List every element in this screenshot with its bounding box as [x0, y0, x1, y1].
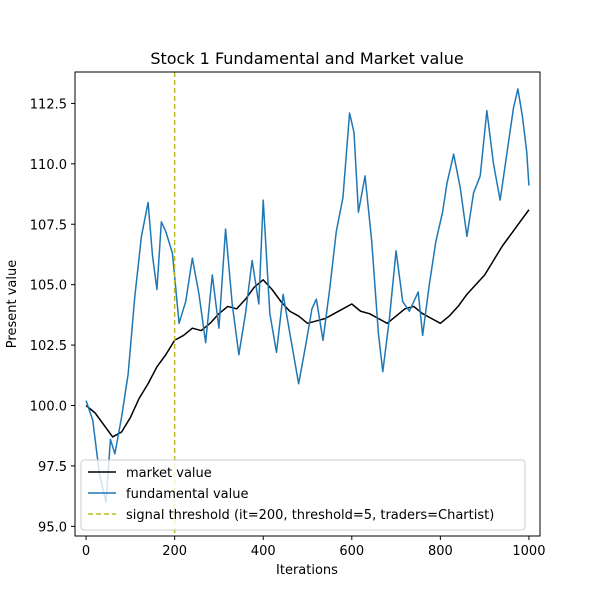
chart-title: Stock 1 Fundamental and Market value	[150, 49, 463, 68]
y-axis-label: Present value	[5, 260, 20, 348]
plot-area	[85, 72, 530, 536]
series-line-market-value	[85, 209, 530, 438]
x-tick-label: 400	[251, 544, 276, 559]
y-tick-label: 105.0	[30, 279, 67, 294]
legend-label-signal-threshold: signal threshold (it=200, threshold=5, t…	[126, 508, 494, 523]
x-axis-label: Iterations	[276, 563, 338, 578]
series-line-fundamental-value	[85, 88, 530, 503]
legend-box	[80, 459, 526, 531]
x-tick-label: 600	[339, 544, 364, 559]
y-tick-label: 102.5	[30, 339, 67, 354]
legend-label-fundamental-value: fundamental value	[126, 487, 249, 502]
x-axis: 0 200 400 600 800 1000	[82, 536, 545, 559]
y-tick-label: 95.0	[38, 520, 67, 535]
x-tick-label: 1000	[512, 544, 545, 559]
series-layer	[85, 72, 530, 536]
y-tick-label: 110.0	[30, 158, 67, 173]
plot-frame	[74, 71, 541, 537]
y-tick-label: 97.5	[38, 460, 67, 475]
legend: market value fundamental value signal th…	[80, 459, 526, 531]
x-tick-label: 0	[82, 544, 90, 559]
x-tick-label: 800	[428, 544, 453, 559]
y-axis: 95.0 97.5 100.0 102.5 105.0 107.5 110.0 112.5	[30, 97, 75, 535]
y-tick-label: 107.5	[30, 218, 67, 233]
y-tick-label: 100.0	[30, 400, 67, 415]
y-tick-label: 112.5	[30, 97, 67, 112]
x-tick-label: 200	[162, 544, 187, 559]
legend-label-market-value: market value	[126, 466, 212, 481]
